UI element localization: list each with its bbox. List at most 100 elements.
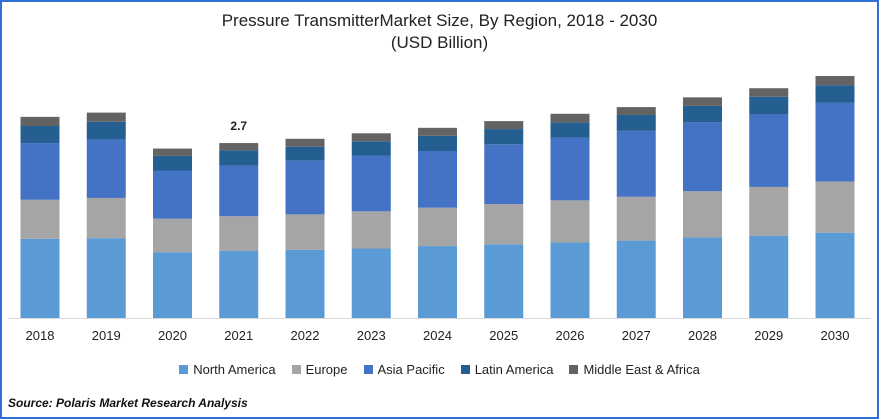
data-label-2021: 2.7	[230, 119, 247, 133]
x-tick-label: 2024	[423, 328, 452, 343]
bar-segment-2020-latin-america	[153, 155, 192, 171]
bar-segment-2023-north-america	[351, 248, 391, 318]
source-note: Source: Polaris Market Research Analysis	[8, 396, 248, 410]
legend-item-north-america: North America	[179, 362, 276, 377]
bars-group	[20, 76, 855, 318]
bar-segment-2020-asia-pacific	[153, 170, 192, 219]
legend-label: Latin America	[474, 362, 554, 377]
bar-segment-2018-asia-pacific	[20, 143, 60, 200]
x-tick-label: 2030	[821, 328, 850, 343]
x-tick-label: 2019	[92, 328, 121, 343]
bar-segment-2026-asia-pacific	[550, 137, 590, 201]
bar-segment-2025-middle-east-africa	[484, 121, 524, 130]
legend-item-europe: Europe	[291, 362, 348, 377]
bar-segment-2026-europe	[550, 200, 590, 243]
x-tick-label: 2021	[224, 328, 253, 343]
bar-segment-2021-latin-america	[219, 150, 259, 166]
legend-swatch	[179, 365, 189, 374]
bar-segment-2018-latin-america	[20, 126, 60, 144]
x-tick-label: 2023	[357, 328, 386, 343]
legend-item-asia-pacific: Asia Pacific	[363, 362, 445, 377]
bar-segment-2021-north-america	[219, 250, 259, 318]
bar-segment-2028-europe	[683, 191, 722, 238]
legend-item-latin-america: Latin America	[460, 362, 554, 377]
bar-segment-2022-asia-pacific	[285, 160, 325, 215]
bar-segment-2019-latin-america	[86, 121, 126, 140]
bar-segment-2018-middle-east-africa	[20, 116, 60, 126]
bar-segment-2018-north-america	[20, 238, 60, 318]
bar-segment-2019-middle-east-africa	[86, 112, 126, 122]
x-tick-label: 2025	[489, 328, 518, 343]
bar-segment-2030-latin-america	[815, 85, 855, 103]
legend-label: Asia Pacific	[377, 362, 445, 377]
bar-segment-2028-middle-east-africa	[683, 97, 722, 106]
legend-swatch	[363, 365, 373, 374]
chart-title-block: Pressure TransmitterMarket Size, By Regi…	[0, 10, 879, 54]
bar-segment-2024-europe	[418, 207, 457, 247]
bar-segment-2027-middle-east-africa	[616, 107, 656, 116]
bar-segment-2029-asia-pacific	[749, 114, 789, 187]
bar-segment-2024-asia-pacific	[418, 150, 457, 208]
bar-segment-2023-asia-pacific	[351, 155, 391, 212]
x-tick-label: 2029	[754, 328, 783, 343]
bar-segment-2022-north-america	[285, 249, 325, 318]
x-tick-labels: 2018 2019 2020 2021 2022 2023 2024 2025 2026 2027…	[26, 328, 850, 343]
bar-segment-2029-middle-east-africa	[749, 88, 789, 97]
annotations: 2.7	[230, 119, 247, 133]
legend-label: North America	[193, 362, 276, 377]
bar-segment-2020-europe	[153, 218, 192, 253]
bar-segment-2019-asia-pacific	[86, 139, 126, 198]
bar-segment-2030-europe	[815, 181, 855, 233]
bar-segment-2019-north-america	[86, 238, 126, 318]
bar-segment-2022-latin-america	[285, 146, 325, 161]
x-tick-label: 2020	[158, 328, 187, 343]
bar-segment-2028-asia-pacific	[683, 122, 722, 192]
x-tick-label: 2028	[688, 328, 717, 343]
bar-segment-2027-north-america	[616, 240, 656, 318]
bar-segment-2029-north-america	[749, 235, 789, 318]
bar-segment-2022-middle-east-africa	[285, 138, 325, 147]
bar-segment-2020-north-america	[153, 252, 192, 318]
bar-segment-2024-latin-america	[418, 135, 457, 151]
bar-segment-2018-europe	[20, 199, 60, 239]
bar-segment-2030-middle-east-africa	[815, 76, 855, 86]
bar-segment-2025-europe	[484, 204, 524, 245]
bar-segment-2027-asia-pacific	[616, 130, 656, 197]
legend-swatch	[460, 365, 470, 374]
chart-subtitle: (USD Billion)	[390, 33, 489, 52]
bar-segment-2023-middle-east-africa	[351, 133, 391, 142]
bar-segment-2023-latin-america	[351, 141, 391, 156]
bar-segment-2020-middle-east-africa	[153, 148, 192, 156]
legend-label: Middle East & Africa	[583, 362, 700, 377]
bar-segment-2029-latin-america	[749, 96, 789, 115]
bar-segment-2027-europe	[616, 196, 656, 241]
legend: North America Europe Asia Pacific Latin Ame…	[0, 362, 879, 377]
legend-swatch	[569, 365, 579, 374]
bar-segment-2030-asia-pacific	[815, 102, 855, 182]
bar-segment-2026-latin-america	[550, 122, 590, 138]
bar-segment-2028-latin-america	[683, 105, 722, 123]
bar-segment-2025-north-america	[484, 244, 524, 318]
bar-segment-2021-europe	[219, 216, 259, 251]
bar-segment-2026-middle-east-africa	[550, 113, 590, 123]
legend-item-middle-east-africa: Middle East & Africa	[569, 362, 700, 377]
x-tick-label: 2026	[556, 328, 585, 343]
bar-segment-2019-europe	[86, 197, 126, 239]
bar-segment-2022-europe	[285, 214, 325, 250]
bar-segment-2021-asia-pacific	[219, 165, 259, 217]
bar-segment-2030-north-america	[815, 232, 855, 318]
legend-label: Europe	[305, 362, 348, 377]
chart-title: Pressure TransmitterMarket Size, By Regi…	[221, 11, 658, 30]
bar-segment-2023-europe	[351, 211, 391, 249]
x-tick-label: 2018	[26, 328, 55, 343]
x-tick-label: 2022	[291, 328, 320, 343]
x-tick-label: 2027	[622, 328, 651, 343]
bar-segment-2028-north-america	[683, 237, 722, 318]
bar-segment-2029-europe	[749, 186, 789, 236]
bar-segment-2026-north-america	[550, 242, 590, 318]
bar-segment-2021-middle-east-africa	[219, 143, 259, 151]
legend-swatch	[291, 365, 301, 374]
bar-segment-2024-north-america	[418, 246, 457, 318]
bar-segment-2027-latin-america	[616, 115, 656, 131]
